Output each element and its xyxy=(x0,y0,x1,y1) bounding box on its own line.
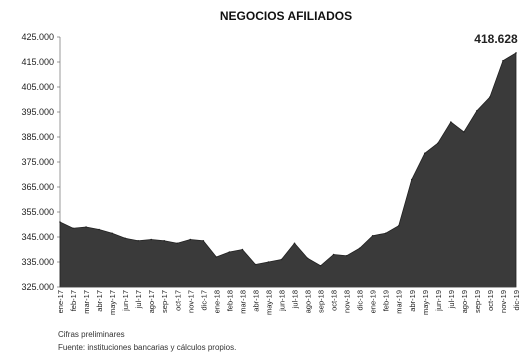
data-point xyxy=(150,238,152,241)
area-fill xyxy=(59,52,517,288)
y-axis: 425.000 415.000 405.000 395.000 385.000 375.0… xyxy=(21,32,61,292)
x-tick-label: feb-17 xyxy=(69,290,78,311)
data-point xyxy=(332,253,335,256)
y-tick-label: 425.000 xyxy=(21,32,54,42)
y-tick-label: 345.000 xyxy=(21,232,54,242)
x-tick-label: ene-17 xyxy=(56,290,65,313)
x-tick-label: abr-19 xyxy=(408,290,417,312)
data-point xyxy=(437,142,439,145)
data-point xyxy=(59,221,61,223)
x-tick-label: jun-17 xyxy=(121,290,130,312)
x-tick-label: oct-17 xyxy=(173,290,182,311)
note-preliminary: Cifras preliminares xyxy=(58,330,125,339)
data-point xyxy=(228,251,231,253)
x-tick-label: sep-19 xyxy=(473,290,482,313)
x-tick-label: sep-18 xyxy=(317,290,326,313)
data-point xyxy=(476,109,478,112)
x-tick-label: may-17 xyxy=(108,290,117,315)
x-tick-label: oct-19 xyxy=(486,290,495,311)
data-point xyxy=(254,263,257,266)
last-value-label: 418.628 xyxy=(474,32,518,46)
y-tick-label: 415.000 xyxy=(21,57,54,67)
x-tick-label: nov-19 xyxy=(499,290,508,313)
x-tick-label: may-18 xyxy=(264,290,273,315)
y-tick-label: 335.000 xyxy=(21,257,54,267)
x-tick-label: dic-19 xyxy=(512,290,521,310)
data-point xyxy=(319,264,322,267)
data-point xyxy=(489,96,491,98)
y-tick-label: 405.000 xyxy=(21,82,54,92)
note-source: Fuente: instituciones bancarias y cálcul… xyxy=(58,343,237,352)
data-point xyxy=(280,258,283,261)
x-tick-label: ene-18 xyxy=(212,290,221,313)
x-tick-label: abr-17 xyxy=(95,290,104,312)
data-point xyxy=(215,256,218,258)
data-point xyxy=(241,248,244,251)
x-tick-label: ago-18 xyxy=(304,290,313,313)
data-point xyxy=(98,228,100,231)
x-tick-label: ago-17 xyxy=(147,290,156,313)
data-point xyxy=(267,261,270,263)
y-tick-label: 385.000 xyxy=(21,132,54,142)
data-point xyxy=(189,238,192,241)
x-tick-label: mar-17 xyxy=(82,290,91,314)
x-tick-label: jul-19 xyxy=(447,290,456,309)
chart-title: NEGOCIOS AFILIADOS xyxy=(220,9,352,23)
data-point xyxy=(85,226,87,228)
data-point xyxy=(202,239,205,242)
data-point xyxy=(371,234,374,237)
data-point xyxy=(293,242,296,245)
x-tick-label: feb-18 xyxy=(225,290,234,311)
x-tick-label: dic-18 xyxy=(356,290,365,310)
y-tick-label: 355.000 xyxy=(21,207,54,217)
x-tick-label: nov-17 xyxy=(186,290,195,313)
x-tick-label: oct-18 xyxy=(330,290,339,311)
data-point xyxy=(345,254,348,257)
y-tick-label: 325.000 xyxy=(21,282,54,292)
data-point xyxy=(124,237,126,240)
data-point xyxy=(515,52,517,54)
x-tick-label: feb-19 xyxy=(382,290,391,311)
data-point xyxy=(424,152,426,155)
x-tick-label: jun-18 xyxy=(277,290,286,312)
x-tick-label: sep-17 xyxy=(160,290,169,313)
data-point xyxy=(163,239,166,242)
data-point xyxy=(463,131,465,133)
data-point xyxy=(502,59,504,62)
data-point xyxy=(306,257,309,260)
data-point xyxy=(410,178,413,181)
data-point xyxy=(358,247,361,250)
data-point xyxy=(137,239,139,242)
x-axis: ene-17 feb-17 mar-17 abr-17 may-17 jun-17 jul-… xyxy=(56,286,521,315)
x-tick-label: nov-18 xyxy=(343,290,352,313)
x-tick-label: jul-18 xyxy=(291,290,300,309)
data-point xyxy=(72,227,74,230)
x-tick-label: ago-19 xyxy=(460,290,469,313)
x-tick-label: mar-19 xyxy=(395,290,404,314)
x-tick-label: ene-19 xyxy=(369,290,378,313)
data-point xyxy=(450,121,452,123)
x-tick-label: mar-18 xyxy=(238,290,247,314)
data-point xyxy=(397,224,400,227)
x-tick-label: may-19 xyxy=(421,290,430,315)
y-tick-label: 375.000 xyxy=(21,157,54,167)
y-tick-label: 365.000 xyxy=(21,182,54,192)
x-tick-label: dic-17 xyxy=(199,290,208,310)
data-point xyxy=(176,242,179,245)
area-series xyxy=(59,52,517,288)
x-tick-label: jul-17 xyxy=(134,290,143,309)
y-tick-label: 395.000 xyxy=(21,107,54,117)
data-point xyxy=(111,232,113,235)
x-tick-label: abr-18 xyxy=(251,290,260,312)
data-point xyxy=(384,232,387,235)
x-tick-label: jun-19 xyxy=(434,290,443,312)
